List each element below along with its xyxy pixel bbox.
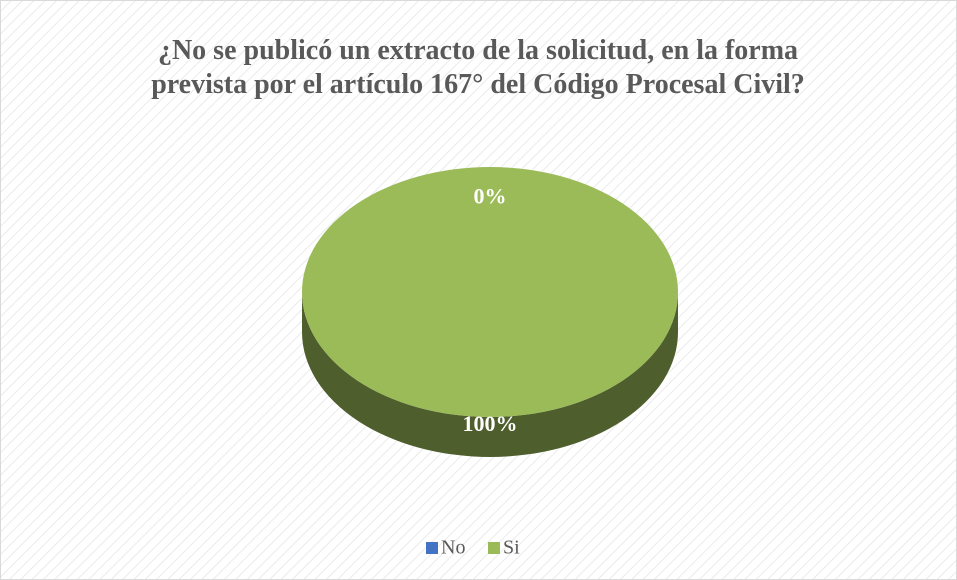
pie-side [302, 292, 678, 457]
legend-swatch [426, 542, 438, 554]
chart-title: ¿No se publicó un extracto de la solicit… [151, 35, 805, 100]
pie-slice [302, 167, 678, 417]
data-label: 0% [474, 183, 507, 208]
data-label: 100% [463, 411, 518, 436]
legend-label: No [441, 537, 465, 559]
legend-swatch [488, 542, 500, 554]
legend-label: Si [503, 537, 520, 559]
